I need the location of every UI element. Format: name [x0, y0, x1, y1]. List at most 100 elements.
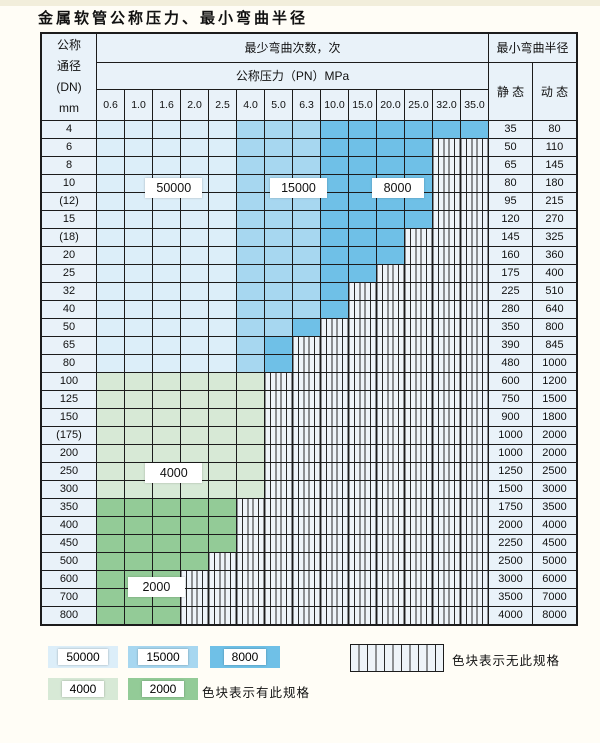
spec-cell	[404, 119, 433, 139]
spec-cell	[152, 551, 181, 571]
table-row: 300 1500 3000	[40, 479, 578, 499]
spec-cell	[432, 155, 461, 175]
spec-cell	[236, 587, 265, 607]
spec-cell	[264, 533, 293, 553]
spec-cell	[320, 605, 349, 625]
spec-cell	[320, 533, 349, 553]
legend-chip-15000: 15000	[128, 646, 198, 668]
static-radius-cell: 1000	[488, 443, 533, 463]
header-pressure-value: 32.0	[432, 88, 461, 121]
spec-cell	[320, 299, 349, 319]
spec-cell	[96, 263, 125, 283]
dn-cell: (18)	[40, 227, 97, 247]
spec-cell	[180, 569, 209, 589]
dynamic-radius-cell: 3500	[532, 497, 578, 517]
spec-cell	[320, 119, 349, 139]
spec-cell	[404, 497, 433, 517]
header-pressure-value: 35.0	[460, 88, 489, 121]
spec-cell	[404, 317, 433, 337]
spec-cell	[348, 317, 377, 337]
spec-cell	[208, 353, 237, 373]
spec-cell	[152, 605, 181, 625]
spec-cell	[432, 335, 461, 355]
spec-cell	[404, 371, 433, 391]
spec-cell	[348, 353, 377, 373]
header-pressure-value: 25.0	[404, 88, 433, 121]
spec-cell	[124, 551, 153, 571]
static-radius-cell: 1750	[488, 497, 533, 517]
static-radius-cell: 120	[488, 209, 533, 229]
spec-cell	[348, 407, 377, 427]
dn-cell: 450	[40, 533, 97, 553]
spec-cell	[460, 317, 489, 337]
table-row: 250 1250 2500	[40, 461, 578, 481]
dynamic-radius-cell: 1000	[532, 353, 578, 373]
spec-cell	[236, 281, 265, 301]
spec-cell	[432, 209, 461, 229]
table-row: 80 480 1000	[40, 353, 578, 373]
spec-cell	[376, 569, 405, 589]
spec-cell	[264, 155, 293, 175]
spec-cell	[264, 569, 293, 589]
dynamic-radius-cell: 640	[532, 299, 578, 319]
spec-cell	[404, 605, 433, 625]
spec-cell	[348, 245, 377, 265]
header-pressure-value: 1.6	[152, 88, 181, 121]
spec-cell	[432, 497, 461, 517]
spec-cell	[404, 443, 433, 463]
spec-cell	[152, 533, 181, 553]
spec-cell	[180, 425, 209, 445]
spec-cell	[460, 389, 489, 409]
spec-cell	[236, 317, 265, 337]
spec-cell	[96, 155, 125, 175]
spec-cell	[96, 245, 125, 265]
spec-cell	[236, 209, 265, 229]
dn-cell: (175)	[40, 425, 97, 445]
spec-cell	[460, 263, 489, 283]
spec-cell	[404, 353, 433, 373]
spec-cell	[152, 263, 181, 283]
static-radius-cell: 4000	[488, 605, 533, 625]
table-row: 200 1000 2000	[40, 443, 578, 463]
spec-cell	[180, 353, 209, 373]
spec-cell	[236, 443, 265, 463]
header-pressure-value: 2.0	[180, 88, 209, 121]
spec-table-wrapper: 公称 通径 (DN) mm 最少弯曲次数，次 最小弯曲半径 公称压力（PN）MPa 静 态动 …	[40, 32, 578, 626]
header-pressure-value: 15.0	[348, 88, 377, 121]
spec-cell	[124, 533, 153, 553]
static-radius-cell: 1000	[488, 425, 533, 445]
dn-cell: 4	[40, 119, 97, 139]
legend-nospec-swatch	[350, 644, 444, 672]
spec-cell	[180, 263, 209, 283]
spec-cell	[376, 425, 405, 445]
dn-cell: 8	[40, 155, 97, 175]
spec-cell	[264, 227, 293, 247]
spec-cell	[460, 191, 489, 211]
spec-cell	[208, 119, 237, 139]
spec-cell	[208, 425, 237, 445]
static-radius-cell: 2250	[488, 533, 533, 553]
spec-cell	[432, 353, 461, 373]
spec-cell	[404, 533, 433, 553]
spec-cell	[236, 389, 265, 409]
header-pressure-value: 6.3	[292, 88, 321, 121]
spec-cell	[236, 371, 265, 391]
static-radius-cell: 160	[488, 245, 533, 265]
spec-cell	[208, 389, 237, 409]
spec-cell	[180, 551, 209, 571]
dn-cell: 6	[40, 137, 97, 157]
table-row: 40 280 640	[40, 299, 578, 319]
static-radius-cell: 480	[488, 353, 533, 373]
spec-cell	[124, 227, 153, 247]
spec-cell	[348, 137, 377, 157]
spec-cell	[264, 551, 293, 571]
table-row: 25 175 400	[40, 263, 578, 283]
dynamic-radius-cell: 6000	[532, 569, 578, 589]
header-pressure-value: 1.0	[124, 88, 153, 121]
spec-cell	[432, 551, 461, 571]
spec-cell	[292, 443, 321, 463]
spec-cell	[320, 587, 349, 607]
spec-cell	[180, 533, 209, 553]
spec-cell	[208, 227, 237, 247]
spec-cell	[208, 461, 237, 481]
